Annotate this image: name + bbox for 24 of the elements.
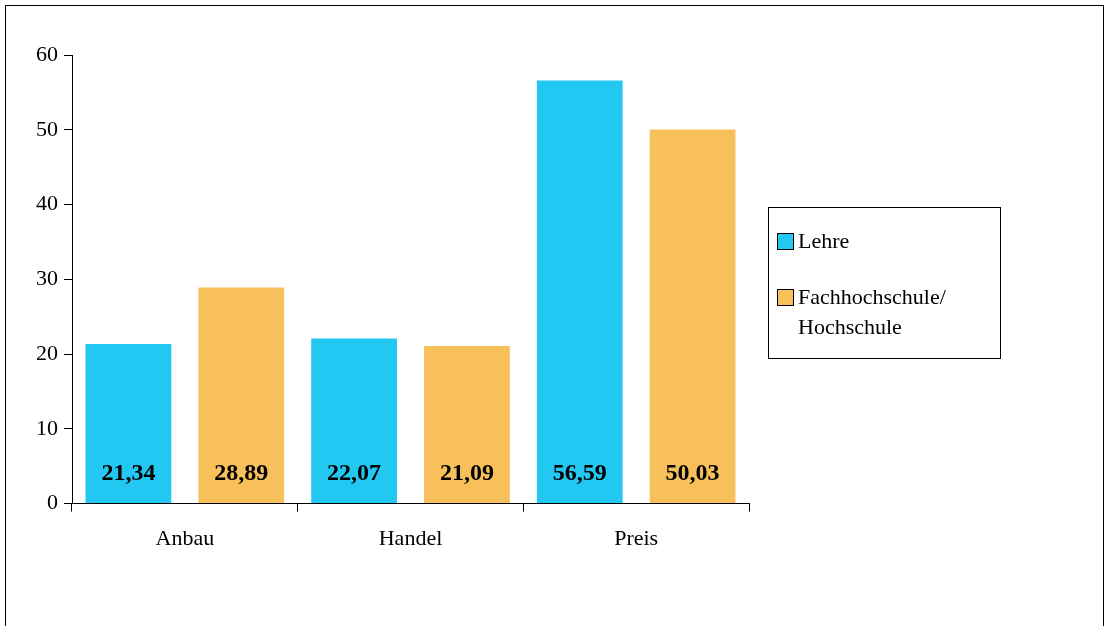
legend-label: Lehre (798, 227, 850, 255)
legend-label: Fachhochschule/ Hochschule (798, 283, 946, 341)
bar (85, 344, 172, 504)
data-label: 22,07 (327, 458, 382, 485)
y-tick-label: 60 (36, 40, 58, 66)
bar (311, 338, 397, 504)
y-tick-label: 20 (36, 339, 58, 365)
data-label: 56,59 (552, 458, 607, 485)
y-tick-label: 10 (36, 414, 58, 440)
bar (536, 80, 623, 504)
data-label: 28,89 (214, 458, 269, 485)
data-label: 50,03 (665, 458, 720, 485)
y-tick-label: 40 (36, 190, 58, 216)
bar (198, 287, 285, 504)
data-label: 21,09 (439, 458, 494, 485)
x-tick-label: Preis (614, 524, 659, 550)
y-tick-label: 50 (36, 115, 58, 141)
y-tick-label: 30 (36, 265, 58, 291)
x-tick-label: Anbau (155, 524, 215, 550)
y-tick-label: 0 (47, 489, 58, 515)
x-tick-label: Handel (378, 524, 443, 550)
bar (649, 129, 736, 504)
data-label: 21,34 (101, 458, 156, 485)
bar (424, 345, 510, 504)
